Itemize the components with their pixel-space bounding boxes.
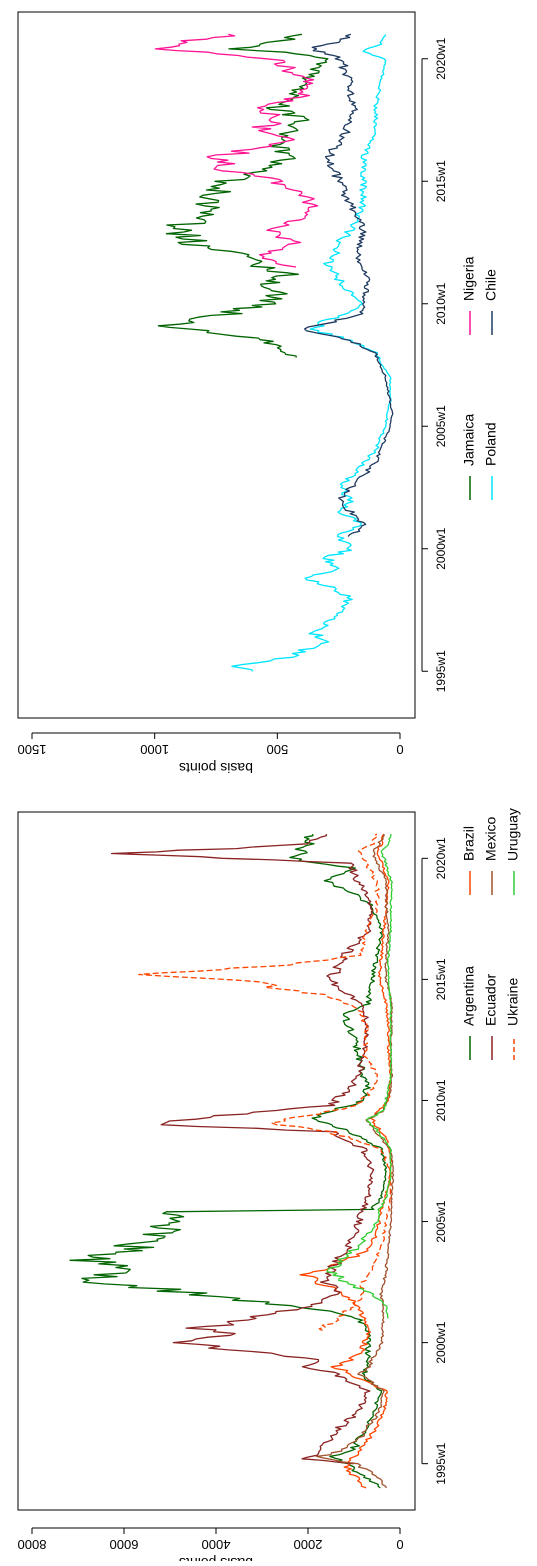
- time-tick-label: 2010w1: [434, 282, 448, 324]
- legend-item-ukraine: Ukraine: [505, 978, 521, 1060]
- time-tick-label: 2000w1: [434, 1321, 448, 1363]
- legend-item-uruguay: Uruguay: [505, 808, 521, 895]
- legend-label: Jamaica: [461, 414, 477, 466]
- legend-item-brazil: Brazil: [461, 826, 477, 895]
- time-tick-label: 2000w1: [434, 527, 448, 569]
- legend-item-mexico: Mexico: [483, 816, 499, 895]
- legend-item-nigeria: Nigeria: [461, 256, 477, 335]
- value-tick-label: 6000: [110, 1537, 139, 1552]
- legend-label: Ecuador: [483, 974, 499, 1026]
- series-line-jamaica: [157, 33, 329, 358]
- time-tick-label: 2005w1: [434, 1200, 448, 1242]
- value-axis-title: basis points: [179, 1555, 253, 1561]
- time-axis: 1995w1 2000w1 2005w1 2010w1 2015w1 2020w1: [421, 837, 448, 1485]
- series-lines: [154, 33, 394, 672]
- legend-item-poland: Poland: [483, 422, 499, 500]
- legend-label: Mexico: [483, 816, 499, 861]
- legend: Jamaica Nigeria Poland Chile: [461, 256, 499, 500]
- value-tick-label: 4000: [202, 1537, 231, 1552]
- series-line-argentina: [69, 833, 388, 1489]
- value-tick-label: 1000: [140, 742, 169, 757]
- series-lines: [69, 833, 395, 1489]
- chart-panel-1: 0 2000 4000 6000 8000 basis points 1995w1 2000w…: [17, 808, 521, 1566]
- series-line-ecuador: [110, 834, 375, 1465]
- value-tick-label: 2000: [294, 1537, 323, 1552]
- legend-label: Nigeria: [461, 256, 477, 301]
- series-line-ukraine: [138, 833, 392, 1332]
- legend-item-chile: Chile: [483, 269, 499, 335]
- legend-label: Uruguay: [505, 808, 521, 861]
- time-tick-label: 2010w1: [434, 1079, 448, 1121]
- legend-label: Poland: [483, 422, 499, 466]
- legend: Argentina Brazil Ecuador Mexico Ukraine Urugu…: [461, 808, 521, 1060]
- time-tick-label: 2020w1: [434, 37, 448, 79]
- time-tick-label: 2005w1: [434, 405, 448, 447]
- plot-frame: [17, 11, 416, 719]
- value-tick-label: 0: [396, 1537, 403, 1552]
- legend-label: Argentina: [461, 966, 477, 1026]
- value-axis: 0 2000 4000 6000 8000 basis points: [18, 1527, 404, 1566]
- legend-label: Chile: [483, 269, 499, 301]
- time-tick-label: 1995w1: [434, 1442, 448, 1484]
- plot-frame: [17, 811, 416, 1511]
- time-tick-label: 2015w1: [434, 958, 448, 1000]
- legend-label: Brazil: [461, 826, 477, 861]
- legend-label: Ukraine: [505, 978, 521, 1026]
- value-tick-label: 500: [266, 742, 288, 757]
- time-tick-label: 1995w1: [434, 650, 448, 692]
- time-tick-label: 2015w1: [434, 160, 448, 202]
- value-axis-title: basis points: [179, 760, 253, 776]
- series-line-nigeria: [154, 33, 319, 268]
- chart-panel-2: 0 500 1000 1500 basis points 1995w1 2000w1 2005…: [17, 11, 499, 776]
- series-line-chile: [303, 33, 394, 537]
- value-tick-label: 0: [396, 742, 403, 757]
- time-axis: 1995w1 2000w1 2005w1 2010w1 2015w1 2020w1: [421, 37, 448, 692]
- series-line-mexico: [315, 834, 395, 1489]
- value-tick-label: 8000: [18, 1537, 47, 1552]
- time-tick-label: 2020w1: [434, 837, 448, 879]
- value-tick-label: 1500: [18, 742, 47, 757]
- series-line-uruguay: [326, 834, 393, 1319]
- series-line-poland: [231, 34, 392, 672]
- legend-item-argentina: Argentina: [461, 966, 477, 1060]
- legend-item-ecuador: Ecuador: [483, 974, 499, 1060]
- legend-item-jamaica: Jamaica: [461, 414, 477, 500]
- value-axis: 0 500 1000 1500 basis points: [18, 732, 404, 776]
